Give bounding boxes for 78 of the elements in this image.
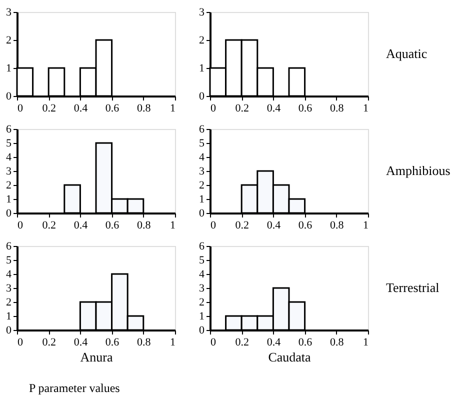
y-tick-label: 3 — [6, 6, 12, 18]
y-tick-label: 6 — [199, 240, 205, 252]
y-tick-label: 3 — [6, 166, 12, 178]
x-tick-label: 0.2 — [42, 102, 56, 114]
x-tick-label: 0.2 — [235, 336, 249, 348]
y-tick-label: 0 — [199, 208, 205, 220]
x-tick-label: 1 — [363, 220, 368, 232]
x-tick-label: 0 — [210, 102, 216, 114]
y-tick-label: 3 — [199, 166, 205, 178]
x-tick-label: 0.4 — [74, 102, 88, 114]
y-tick-label: 2 — [199, 34, 204, 46]
y-tick-label: 5 — [6, 138, 12, 150]
y-tick-label: 6 — [6, 124, 12, 136]
x-tick-label: 0.4 — [266, 336, 282, 348]
x-tick-label: 0.2 — [235, 102, 249, 114]
y-tick-label: 1 — [199, 194, 204, 206]
y-tick-label: 0 — [6, 90, 12, 102]
x-tick-label: 1 — [170, 220, 176, 232]
text: Amphibious — [386, 163, 450, 178]
x-tick-label: 0.4 — [266, 102, 282, 114]
x-tick-label: 0.6 — [105, 102, 120, 114]
x-tick-label: 0 — [210, 220, 216, 232]
x-tick-label: 0.2 — [42, 336, 56, 348]
y-tick-label: 1 — [6, 62, 12, 74]
x-axis-title: Caudata — [268, 350, 312, 364]
y-tick-label: 5 — [199, 138, 205, 150]
x-tick-label: 0.6 — [298, 220, 313, 232]
y-tick-label: 1 — [199, 62, 204, 74]
y-tick-label: 1 — [6, 310, 12, 322]
y-tick-label: 3 — [199, 282, 205, 294]
x-tick-label: 0.4 — [74, 336, 88, 348]
x-tick-label: 0 — [18, 220, 24, 232]
y-tick-label: 6 — [6, 240, 12, 252]
x-tick-label: 0.2 — [42, 220, 56, 232]
x-tick-label: 0.8 — [330, 336, 344, 348]
x-tick-label: 0.4 — [266, 220, 282, 232]
y-tick-label: 0 — [199, 324, 205, 336]
x-tick-label: 0 — [18, 336, 24, 348]
y-tick-label: 1 — [6, 194, 12, 206]
y-tick-label: 0 — [6, 208, 12, 220]
x-tick-label: 0.8 — [330, 220, 344, 232]
y-tick-label: 4 — [6, 152, 12, 164]
x-tick-label: 0.6 — [105, 220, 120, 232]
text: P parameter values — [29, 381, 120, 395]
text: Aquatic — [386, 46, 428, 61]
x-tick-label: 0.4 — [74, 220, 88, 232]
x-tick-label: 0.8 — [137, 336, 152, 348]
x-tick-label: 1 — [363, 102, 368, 114]
x-tick-label: 0.6 — [298, 336, 313, 348]
x-tick-label: 0.6 — [298, 102, 313, 114]
y-tick-label: 0 — [6, 324, 12, 336]
y-tick-label: 3 — [199, 6, 205, 18]
x-tick-label: 0 — [210, 336, 216, 348]
y-tick-label: 0 — [199, 90, 205, 102]
y-tick-label: 2 — [6, 34, 12, 46]
x-tick-label: 1 — [170, 102, 176, 114]
y-tick-label: 2 — [6, 296, 12, 308]
x-tick-label: 0.8 — [330, 102, 344, 114]
x-tick-label: 0.8 — [137, 220, 152, 232]
y-tick-label: 5 — [6, 254, 12, 266]
y-tick-label: 4 — [199, 268, 205, 280]
y-tick-label: 4 — [6, 268, 12, 280]
y-tick-label: 5 — [199, 254, 205, 266]
x-tick-label: 1 — [363, 336, 368, 348]
text: Terrestrial — [386, 280, 440, 295]
x-tick-label: 0 — [18, 102, 24, 114]
x-tick-label: 0.8 — [137, 102, 152, 114]
y-tick-label: 2 — [199, 296, 204, 308]
x-tick-label: 0.6 — [105, 336, 120, 348]
y-tick-label: 6 — [199, 124, 205, 136]
y-tick-label: 2 — [6, 180, 12, 192]
y-tick-label: 4 — [199, 152, 205, 164]
y-tick-label: 3 — [6, 282, 12, 294]
x-axis-title: Anura — [80, 350, 113, 364]
x-tick-label: 0.2 — [235, 220, 249, 232]
y-tick-label: 2 — [199, 180, 204, 192]
x-tick-label: 1 — [170, 336, 176, 348]
y-tick-label: 1 — [199, 310, 204, 322]
